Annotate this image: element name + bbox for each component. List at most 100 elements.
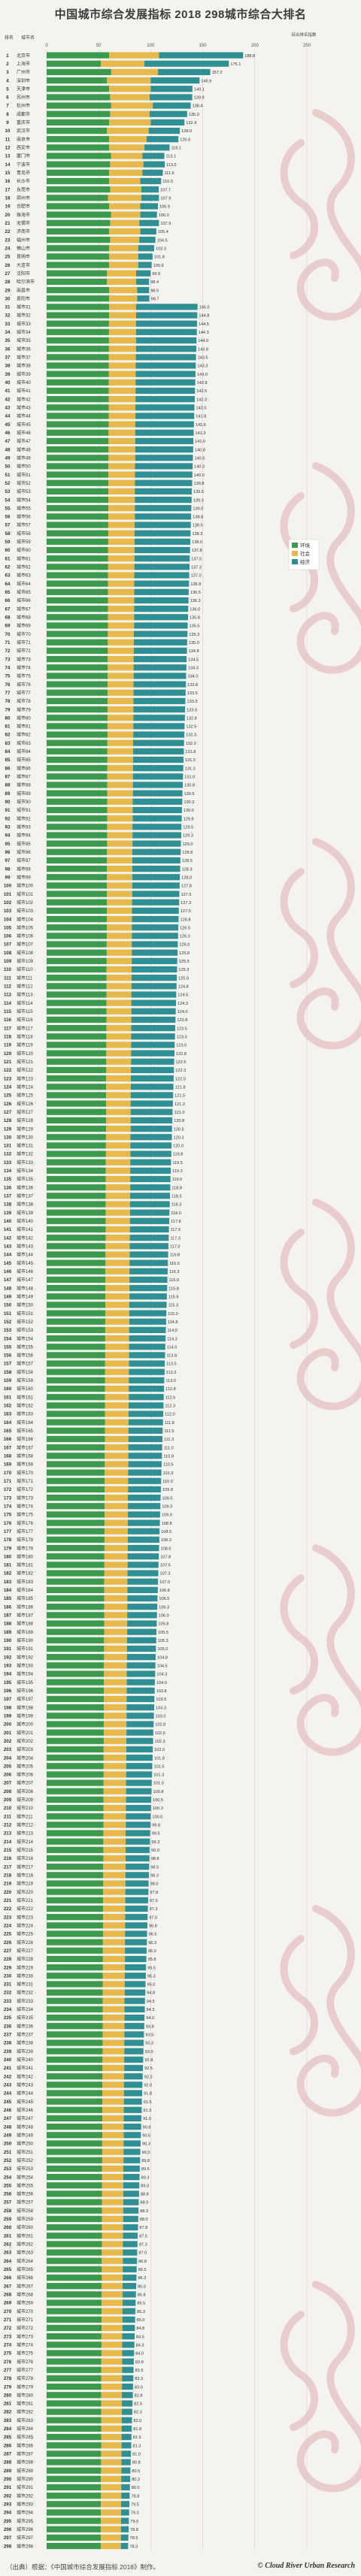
bar-segment-环境: [47, 715, 108, 721]
bar-segment-环境: [47, 169, 110, 176]
bar-segment-社会: [107, 748, 134, 754]
bar-segment-经济: [144, 144, 170, 151]
rank-label: 240: [4, 2057, 12, 2063]
bar-segment-环境: [47, 1536, 105, 1543]
rank-label: 268: [4, 2293, 12, 2298]
city-label: 城市193: [17, 1663, 34, 1669]
total-value-label: 113.5: [166, 1362, 177, 1367]
total-value-label: 108.8: [162, 1522, 172, 1526]
city-label: 城市61: [17, 555, 31, 561]
bar-segment-环境: [47, 1562, 105, 1568]
bar-segment-社会: [105, 1235, 130, 1241]
bar-segment-经济: [135, 328, 197, 335]
bar-segment-环境: [47, 1352, 105, 1359]
bar-segment-经济: [150, 94, 193, 101]
city-label: 城市219: [17, 1881, 34, 1887]
rank-label: 62: [5, 565, 11, 570]
total-value-label: 117.0: [170, 1245, 180, 1250]
city-label: 城市139: [17, 1210, 34, 1216]
bar-segment-社会: [103, 1897, 126, 1903]
city-label: 重庆市: [17, 119, 30, 125]
bar-segment-经济: [132, 840, 181, 847]
city-label: 城市86: [17, 765, 31, 771]
total-value-label: 109.3: [162, 1504, 172, 1509]
bar-segment-社会: [103, 1822, 126, 1828]
total-value-label: 111.5: [164, 1429, 174, 1434]
bar-segment-经济: [126, 1713, 154, 1719]
bar-segment-经济: [121, 2467, 131, 2474]
x-tick-label: 250: [303, 44, 311, 48]
bar-segment-经济: [138, 253, 153, 260]
x-tick-label: 200: [251, 44, 259, 48]
bar-segment-环境: [47, 286, 110, 294]
bar-segment-环境: [47, 1117, 107, 1123]
total-value-label: 109.5: [162, 1496, 173, 1501]
rank-label: 210: [4, 1806, 12, 1811]
bar-segment-环境: [47, 1150, 106, 1157]
bar-segment-经济: [125, 1880, 149, 1887]
bar-segment-社会: [101, 2493, 122, 2499]
bar-segment-社会: [107, 773, 133, 780]
city-label: 城市138: [17, 1202, 34, 1208]
total-value-label: 87.0: [138, 2251, 147, 2256]
bar-segment-环境: [47, 991, 107, 998]
rank-label: 154: [4, 1336, 12, 1341]
city-label: 城市264: [17, 2258, 34, 2264]
rank-label: 31: [5, 305, 11, 310]
bar-segment-经济: [123, 2173, 140, 2181]
rank-label: 68: [5, 615, 11, 621]
rank-label: 51: [5, 473, 11, 478]
rank-label: 288: [4, 2460, 12, 2466]
bar-segment-社会: [108, 706, 134, 713]
rank-label: 254: [4, 2175, 12, 2180]
bar-segment-环境: [47, 622, 108, 629]
rank-label: 86: [5, 766, 11, 771]
bar-segment-经济: [124, 2031, 144, 2038]
city-label: 城市160: [17, 1386, 34, 1392]
total-value-label: 175.1: [230, 62, 241, 67]
total-value-label: 97.8: [150, 1891, 158, 1895]
rank-label: 284: [4, 2426, 12, 2432]
bar-segment-社会: [104, 1704, 127, 1711]
bar-segment-环境: [47, 1453, 105, 1459]
total-value-label: 113.5: [166, 163, 177, 168]
bar-segment-环境: [47, 1033, 107, 1040]
bar-segment-环境: [47, 580, 108, 587]
city-label: 城市202: [17, 1738, 34, 1744]
city-label: 郑州市: [17, 195, 30, 201]
bar-segment-经济: [133, 731, 185, 738]
total-value-label: 113.1: [166, 155, 177, 159]
rank-label: 205: [4, 1764, 12, 1769]
rank-label: 109: [4, 959, 12, 964]
total-value-label: 87.3: [139, 2243, 147, 2248]
bar-segment-经济: [135, 379, 196, 385]
total-value-label: 114.0: [167, 1345, 177, 1350]
bar-segment-经济: [127, 1528, 160, 1534]
total-value-label: 111.6: [164, 171, 174, 176]
bar-segment-环境: [47, 2182, 102, 2189]
bar-segment-经济: [125, 1947, 147, 1954]
rank-label: 85: [5, 757, 11, 763]
city-label: 城市96: [17, 849, 31, 855]
rank-label: 222: [4, 1906, 12, 1912]
rank-label: 123: [4, 1076, 12, 1081]
bar-segment-经济: [125, 1964, 147, 1971]
bar-segment-社会: [106, 1058, 132, 1065]
bar-segment-经济: [133, 706, 186, 713]
total-value-label: 98.4: [150, 280, 159, 285]
rank-label: 71: [5, 640, 11, 646]
bar-segment-经济: [130, 1159, 171, 1166]
bar-segment-经济: [130, 1175, 171, 1183]
city-label: 城市240: [17, 2057, 34, 2063]
bar-segment-社会: [104, 1570, 128, 1577]
bar-segment-环境: [47, 1108, 107, 1115]
rank-label: 177: [4, 1529, 12, 1534]
total-value-label: 106.5: [159, 1597, 169, 1601]
total-value-label: 130.8: [184, 784, 195, 788]
bar-segment-经济: [123, 2098, 142, 2105]
rank-label: 289: [4, 2469, 12, 2474]
bar-segment-社会: [105, 1259, 130, 1266]
rank-label: 257: [4, 2200, 12, 2206]
bar-segment-社会: [105, 1193, 130, 1199]
rank-label: 96: [5, 850, 11, 855]
